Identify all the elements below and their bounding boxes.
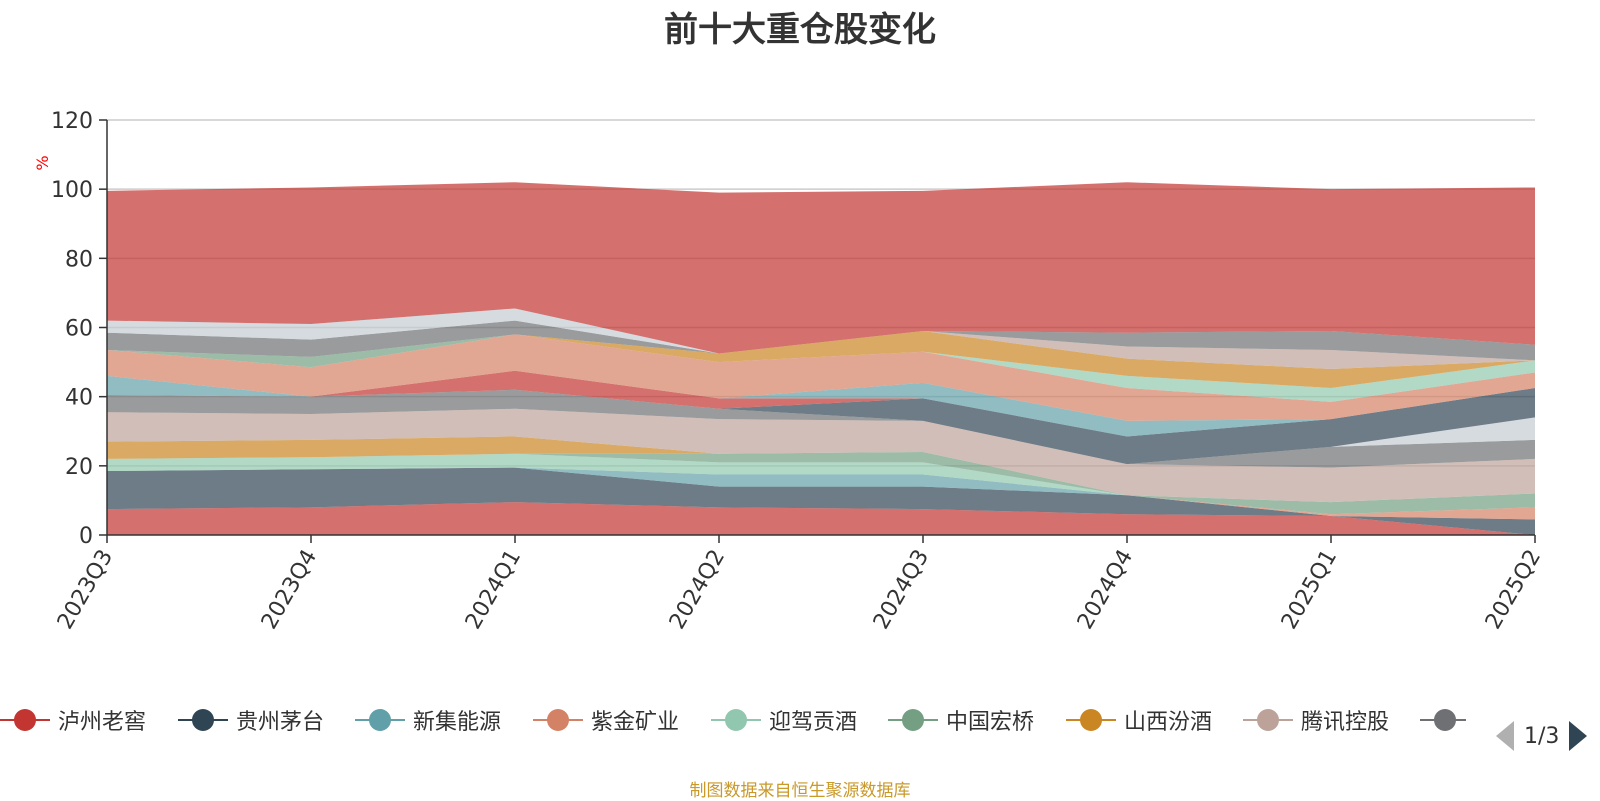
x-tick-label: 2025Q2 xyxy=(1481,546,1546,634)
x-tick-label: 2023Q4 xyxy=(257,546,322,634)
y-axis-label: % xyxy=(33,155,52,170)
legend-item[interactable]: 新集能源 xyxy=(355,700,501,740)
legend-item-label: 迎驾贡酒 xyxy=(769,710,858,735)
legend-marker-icon xyxy=(1066,705,1116,735)
legend-item-label: 山西汾酒 xyxy=(1124,710,1213,735)
area-series xyxy=(107,467,1535,520)
legend-marker-icon xyxy=(711,705,761,735)
legend-marker-icon xyxy=(1420,705,1466,735)
area-series xyxy=(107,334,1535,402)
area-series xyxy=(107,330,1535,389)
legend-item-label: 腾讯控股 xyxy=(1301,710,1390,735)
area-series xyxy=(107,370,1535,437)
legend-marker-icon xyxy=(0,705,50,735)
legend-item[interactable]: 紫金矿业 xyxy=(533,700,679,740)
data-source-footer: 制图数据来自恒生聚源数据库 xyxy=(689,781,911,801)
legend-item[interactable]: 泸州老窖 xyxy=(0,700,146,740)
y-tick-label: 120 xyxy=(51,109,93,134)
legend-marker-icon xyxy=(888,705,938,735)
x-tick-label: 2024Q3 xyxy=(869,546,934,634)
legend-page-indicator: 1/3 xyxy=(1524,723,1560,749)
y-tick-label: 20 xyxy=(65,455,93,480)
y-tick-label: 60 xyxy=(65,317,93,342)
legend: 泸州老窖 贵州茅台 新集能源 紫金矿业 迎驾贡酒 中国宏桥 山西汾酒 腾讯控股 三 xyxy=(0,700,1600,740)
legend-item-label: 贵州茅台 xyxy=(236,710,325,735)
area-series xyxy=(107,389,1535,468)
legend-item[interactable]: 山西汾酒 xyxy=(1066,700,1212,740)
area-series xyxy=(107,452,1535,515)
legend-item[interactable]: 贵州茅台 xyxy=(178,700,324,740)
legend-pager: 1/3 xyxy=(1496,718,1588,754)
legend-item-label: 新集能源 xyxy=(413,710,502,735)
x-tick-label: 2025Q1 xyxy=(1277,546,1342,634)
x-tick-label: 2024Q4 xyxy=(1073,546,1138,634)
legend-item-label: 泸州老窖 xyxy=(58,710,147,735)
area-series xyxy=(107,334,1535,421)
legend-item-label: 中国宏桥 xyxy=(946,710,1035,735)
area-series xyxy=(107,436,1535,503)
area-series xyxy=(107,453,1535,515)
area-series xyxy=(107,320,1535,361)
area-series xyxy=(107,308,1535,354)
legend-item[interactable]: 迎驾贡酒 xyxy=(711,700,857,740)
legend-marker-icon xyxy=(355,705,405,735)
legend-item[interactable]: 三 xyxy=(1420,700,1466,740)
area-series xyxy=(107,502,1535,535)
area-series xyxy=(107,182,1535,354)
legend-items-viewport: 泸州老窖 贵州茅台 新集能源 紫金矿业 迎驾贡酒 中国宏桥 山西汾酒 腾讯控股 三 xyxy=(0,700,1466,740)
y-tick-label: 100 xyxy=(51,178,93,203)
x-tick-label: 2024Q1 xyxy=(461,546,526,634)
area-series xyxy=(107,467,1535,520)
area-series xyxy=(107,467,1535,535)
chart-title: 前十大重仓股变化 xyxy=(664,10,936,50)
area-series xyxy=(107,408,1535,503)
x-tick-label: 2023Q3 xyxy=(53,546,118,634)
y-tick-label: 80 xyxy=(65,247,93,272)
legend-next-page-icon[interactable] xyxy=(1569,721,1588,751)
y-tick-label: 40 xyxy=(65,386,93,411)
legend-prev-page-icon[interactable] xyxy=(1496,721,1514,751)
legend-item[interactable]: 中国宏桥 xyxy=(888,700,1034,740)
legend-marker-icon xyxy=(533,705,583,735)
y-tick-label: 0 xyxy=(79,524,93,549)
area-series xyxy=(107,388,1535,465)
area-series-group xyxy=(107,182,1535,535)
legend-item[interactable]: 腾讯控股 xyxy=(1243,700,1389,740)
x-tick-label: 2024Q2 xyxy=(665,546,730,634)
legend-marker-icon xyxy=(178,705,228,735)
area-series xyxy=(107,330,1535,369)
stacked-area-chart: 0 20 40 60 80 100 120 2023Q3 2023Q4 2024Q1 2024Q2 2… xyxy=(33,109,1546,634)
legend-marker-icon xyxy=(1243,705,1293,735)
legend-item-label: 紫金矿业 xyxy=(591,710,680,735)
